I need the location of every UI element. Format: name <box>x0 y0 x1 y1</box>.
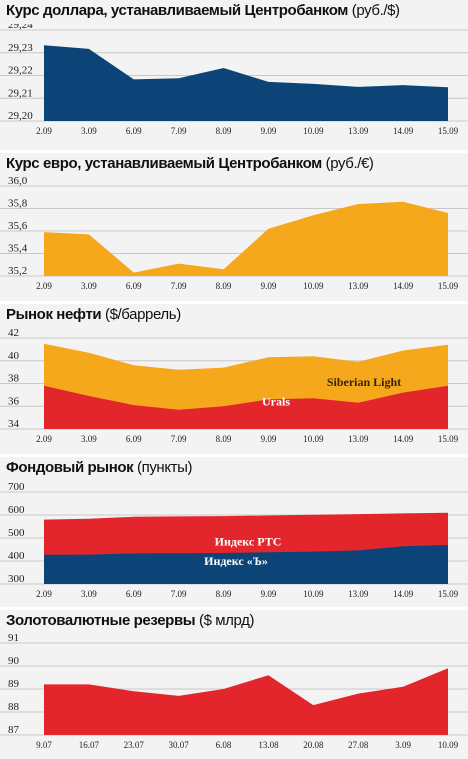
eur-chart-title: Курс евро, устанавливаемый Центробанком … <box>6 155 374 172</box>
y-tick-label: 35,8 <box>8 198 28 210</box>
series-area-1 <box>44 201 448 276</box>
x-tick-label: 30.07 <box>169 740 190 750</box>
x-tick-label: 6.09 <box>126 434 142 444</box>
y-tick-label: 35,2 <box>8 265 27 277</box>
x-tick-label: 7.09 <box>171 126 187 136</box>
series-label: Индекс РТС <box>215 534 282 548</box>
y-tick-label: 29,23 <box>8 42 33 54</box>
oil-chart-title: Рынок нефти ($/баррель) <box>6 306 181 323</box>
stock-market-chart: 700 600 500 400 300 Индекс РТС Индекс «Ъ» 2.09 3… <box>0 481 468 599</box>
x-tick-label: 13.09 <box>348 281 369 291</box>
x-tick-label: 15.09 <box>438 281 459 291</box>
x-tick-label: 7.09 <box>171 281 187 291</box>
y-tick-label: 400 <box>8 550 25 562</box>
series-area-2 <box>44 544 448 584</box>
x-tick-label: 6.09 <box>126 126 142 136</box>
x-tick-label: 13.09 <box>348 126 369 136</box>
y-tick-label: 38 <box>8 373 20 385</box>
series-label: Urals <box>262 394 290 408</box>
x-tick-label: 15.09 <box>438 434 459 444</box>
x-tick-label: 23.07 <box>124 740 145 750</box>
x-tick-label: 3.09 <box>81 589 97 599</box>
stock-chart-title: Фондовый рынок (пункты) <box>6 459 193 476</box>
y-tick-label: 90 <box>8 655 20 667</box>
x-tick-label: 2.09 <box>36 434 52 444</box>
x-tick-label: 3.09 <box>81 281 97 291</box>
series-label: Индекс «Ъ» <box>204 554 268 568</box>
x-tick-label: 8.09 <box>216 281 232 291</box>
y-tick-label: 29,21 <box>8 87 33 99</box>
x-tick-label: 9.09 <box>261 589 277 599</box>
x-tick-label: 10.09 <box>303 281 324 291</box>
x-tick-label: 9.09 <box>261 281 277 291</box>
y-tick-label: 700 <box>8 481 25 493</box>
y-tick-label: 40 <box>8 350 20 362</box>
x-tick-label: 2.09 <box>36 589 52 599</box>
x-tick-label: 9.07 <box>36 740 52 750</box>
x-tick-label: 10.09 <box>303 589 324 599</box>
x-tick-label: 14.09 <box>393 434 414 444</box>
x-tick-label: 20.08 <box>303 740 324 750</box>
x-tick-label: 3.09 <box>81 434 97 444</box>
oil-market-panel: Рынок нефти ($/баррель) 42 40 38 36 34 Siberi… <box>0 304 468 454</box>
usd-chart-title: Курс доллара, устанавливаемый Центробанк… <box>6 2 400 19</box>
y-tick-label: 88 <box>8 701 20 713</box>
x-tick-label: 9.09 <box>261 126 277 136</box>
y-tick-label: 35,4 <box>8 243 28 255</box>
y-tick-label: 87 <box>8 724 20 736</box>
x-tick-label: 3.09 <box>395 740 411 750</box>
series-label: Siberian Light <box>327 375 401 389</box>
stock-market-panel: Фондовый рынок (пункты) 700 600 500 400 300 И… <box>0 457 468 607</box>
x-tick-label: 6.08 <box>216 740 232 750</box>
x-tick-label: 10.09 <box>303 434 324 444</box>
x-tick-label: 10.09 <box>438 740 459 750</box>
x-tick-label: 6.09 <box>126 281 142 291</box>
series-area-2 <box>44 385 448 429</box>
x-tick-label: 6.09 <box>126 589 142 599</box>
y-tick-label: 600 <box>8 504 25 516</box>
x-tick-label: 2.09 <box>36 126 52 136</box>
series-area-1 <box>44 45 448 122</box>
x-tick-label: 7.09 <box>171 589 187 599</box>
y-tick-label: 34 <box>8 418 20 430</box>
y-tick-label: 42 <box>8 328 19 339</box>
x-tick-label: 16.07 <box>79 740 100 750</box>
eur-rate-chart: 36,0 35,8 35,6 35,4 35,2 2.09 3.09 6.09 7.09 8.09… <box>0 177 468 291</box>
x-tick-label: 13.09 <box>348 434 369 444</box>
oil-market-chart: 42 40 38 36 34 Siberian Light Urals 2.09 3.09 6.0… <box>0 328 468 444</box>
x-tick-label: 14.09 <box>393 589 414 599</box>
x-tick-label: 3.09 <box>81 126 97 136</box>
x-tick-label: 10.09 <box>303 126 324 136</box>
x-tick-label: 8.09 <box>216 434 232 444</box>
reserves-chart-title: Золотовалютные резервы ($ млрд) <box>6 612 255 629</box>
x-tick-label: 8.09 <box>216 589 232 599</box>
x-tick-label: 9.09 <box>261 434 277 444</box>
y-tick-label: 36 <box>8 395 20 407</box>
y-tick-label: 300 <box>8 573 25 585</box>
y-tick-label: 29,22 <box>8 65 33 77</box>
reserves-chart: 91 90 89 88 87 9.07 16.07 23.07 30.07 6.08 13.08 20… <box>0 634 468 750</box>
x-tick-label: 14.09 <box>393 281 414 291</box>
y-tick-label: 29,20 <box>8 110 33 122</box>
eur-rate-panel: Курс евро, устанавливаемый Центробанком … <box>0 153 468 301</box>
x-tick-label: 8.09 <box>216 126 232 136</box>
x-tick-label: 27.08 <box>348 740 369 750</box>
reserves-panel: Золотовалютные резервы ($ млрд) 91 90 89 88… <box>0 610 468 759</box>
y-tick-label: 89 <box>8 678 20 690</box>
usd-rate-chart: 29,24 29,23 29,22 29,21 29,202.09 3.09 6.09 7.0… <box>0 24 468 136</box>
y-tick-label: 35,6 <box>8 220 28 232</box>
x-tick-label: 14.09 <box>393 126 414 136</box>
usd-rate-panel: Курс доллара, устанавливаемый Центробанк… <box>0 0 468 150</box>
x-tick-label: 13.08 <box>258 740 279 750</box>
x-tick-label: 13.09 <box>348 589 369 599</box>
x-tick-label: 15.09 <box>438 126 459 136</box>
x-tick-label: 7.09 <box>171 434 187 444</box>
y-tick-label: 29,24 <box>8 24 33 31</box>
x-tick-label: 2.09 <box>36 281 52 291</box>
series-area-1 <box>44 668 448 735</box>
x-tick-label: 15.09 <box>438 589 459 599</box>
y-tick-label: 500 <box>8 527 25 539</box>
y-tick-label: 36,0 <box>8 177 28 187</box>
y-tick-label: 91 <box>8 634 19 644</box>
